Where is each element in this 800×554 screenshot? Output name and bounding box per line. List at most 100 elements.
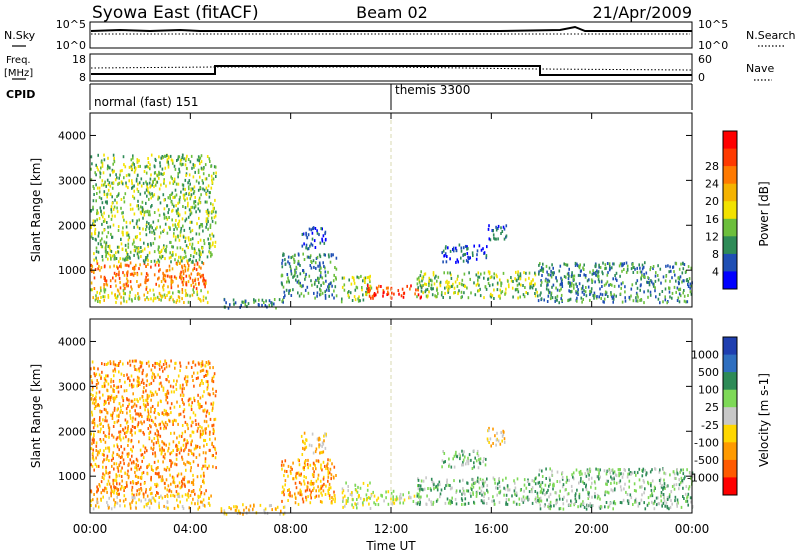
power-cell	[107, 156, 109, 160]
velocity-cell	[372, 490, 374, 494]
velocity-cell	[105, 400, 107, 404]
velocity-cell	[135, 466, 138, 470]
velocity-cell	[189, 462, 192, 466]
velocity-cell	[145, 398, 147, 402]
velocity-cell	[147, 360, 150, 364]
power-cell	[178, 299, 181, 303]
power-cell	[107, 252, 110, 256]
power-cell	[439, 280, 442, 284]
velocity-cell	[661, 484, 663, 487]
velocity-cell	[645, 471, 648, 475]
power-cell	[196, 273, 199, 276]
power-cell	[458, 243, 461, 247]
velocity-cell	[133, 359, 136, 363]
power-cell	[305, 246, 307, 250]
power-cell	[99, 171, 102, 175]
power-cell	[188, 173, 191, 177]
power-cell	[376, 287, 379, 291]
velocity-cell	[515, 491, 518, 495]
velocity-cell	[503, 430, 505, 434]
velocity-cell	[678, 487, 680, 491]
velocity-cell	[667, 484, 669, 488]
power-cell	[127, 245, 130, 249]
velocity-cell	[614, 473, 617, 477]
power-cell	[92, 219, 95, 223]
velocity-cell	[581, 472, 583, 476]
power-cell	[97, 153, 99, 157]
velocity-cell	[312, 467, 314, 471]
velocity-cell	[96, 424, 99, 428]
velocity-cell	[677, 501, 679, 505]
power-cell	[165, 250, 167, 254]
velocity-cell	[206, 409, 209, 413]
power-cell	[209, 223, 212, 227]
velocity-cell	[468, 453, 471, 457]
velocity-cell	[650, 483, 652, 487]
power-cell	[117, 229, 120, 232]
velocity-cell	[129, 481, 132, 485]
velocity-cell	[300, 434, 303, 438]
power-cell	[308, 274, 311, 278]
power-cell	[477, 282, 479, 286]
power-cell	[162, 277, 165, 281]
velocity-cell	[436, 498, 439, 502]
velocity-cell	[580, 502, 582, 506]
velocity-cell	[303, 475, 305, 479]
power-cell	[152, 241, 155, 245]
velocity-cell	[635, 489, 637, 493]
velocity-cell	[166, 401, 169, 405]
velocity-cell	[153, 498, 156, 502]
power-cell	[97, 211, 99, 215]
velocity-cell	[112, 362, 115, 366]
velocity-cell	[466, 459, 468, 463]
velocity-cell	[130, 461, 133, 465]
velocity-cell	[220, 509, 223, 513]
velocity-cell	[300, 482, 303, 486]
velocity-cell	[146, 401, 149, 405]
power-cell	[195, 268, 198, 272]
power-cell	[195, 179, 198, 183]
velocity-cell	[162, 363, 165, 366]
velocity-cell	[108, 446, 110, 450]
velocity-cell	[114, 501, 117, 505]
velocity-cell	[485, 502, 488, 505]
velocity-cell	[531, 501, 534, 505]
power-cell	[647, 295, 649, 299]
power-cell	[130, 298, 133, 302]
power-cell	[619, 274, 621, 278]
power-cell	[505, 224, 508, 228]
velocity-cell	[108, 432, 110, 436]
velocity-cell	[523, 478, 526, 482]
power-cell	[167, 165, 170, 169]
power-cell	[447, 287, 450, 291]
power-cell	[95, 183, 97, 187]
power-cell	[123, 299, 125, 303]
power-cell	[182, 272, 185, 276]
power-cell	[198, 258, 201, 262]
velocity-cell	[539, 503, 541, 507]
velocity-cell	[347, 496, 349, 500]
power-cell	[290, 272, 293, 276]
velocity-cell	[295, 472, 297, 476]
power-cell	[281, 258, 284, 262]
velocity-cell	[181, 479, 183, 483]
power-cell	[169, 181, 171, 185]
power-cell	[516, 283, 519, 287]
velocity-cell	[242, 512, 244, 516]
velocity-cell	[173, 481, 176, 485]
power-cell	[601, 293, 604, 297]
power-cell	[486, 245, 488, 249]
power-cell	[100, 275, 102, 279]
power-cell	[155, 227, 157, 231]
power-cell	[539, 262, 541, 266]
power-cell	[155, 159, 157, 162]
power-cell	[223, 298, 226, 302]
velocity-cell	[200, 491, 203, 494]
power-cell	[116, 272, 118, 276]
velocity-cell	[168, 364, 171, 368]
time-tick-label: 16:00	[474, 522, 509, 536]
velocity-cell	[639, 485, 641, 489]
velocity-cell	[175, 490, 178, 494]
velocity-cell	[585, 507, 588, 511]
velocity-cell	[549, 478, 551, 482]
